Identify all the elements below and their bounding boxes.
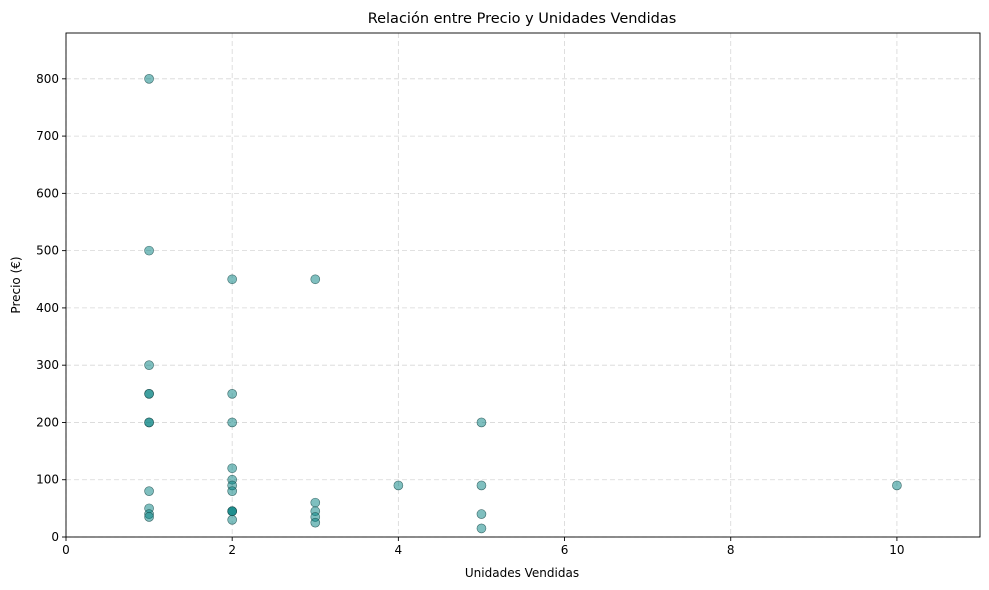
y-tick-label: 100 xyxy=(36,473,59,487)
data-point xyxy=(476,417,487,428)
y-tick-label: 600 xyxy=(36,186,59,200)
data-point xyxy=(144,360,154,370)
y-tick-label: 0 xyxy=(51,530,59,544)
y-tick-label: 300 xyxy=(36,358,59,372)
data-point xyxy=(393,480,404,491)
data-point xyxy=(310,517,321,528)
data-point xyxy=(144,245,154,256)
y-tick-label: 800 xyxy=(36,72,59,86)
x-tick-label: 10 xyxy=(889,543,904,557)
x-axis-ticks: 0 2 4 6 8 10 xyxy=(62,537,905,557)
data-point xyxy=(227,506,237,517)
x-tick-label: 0 xyxy=(62,543,70,557)
x-axis-label: Unidades Vendidas xyxy=(465,566,579,580)
data-point xyxy=(144,74,154,84)
data-points xyxy=(144,74,902,534)
x-tick-label: 6 xyxy=(561,543,569,557)
plot-frame xyxy=(65,32,981,538)
data-point xyxy=(476,509,487,519)
data-point xyxy=(227,515,237,525)
data-point xyxy=(227,486,237,496)
y-axis-label: Precio (€) xyxy=(9,256,23,313)
data-point xyxy=(476,480,487,491)
data-point xyxy=(144,417,154,428)
data-point xyxy=(310,274,321,285)
data-point xyxy=(227,463,237,474)
x-tick-label: 8 xyxy=(727,543,735,557)
y-tick-label: 200 xyxy=(36,415,59,429)
y-axis-ticks: 0 100 200 300 400 500 600 700 800 xyxy=(36,72,66,544)
data-point xyxy=(144,512,154,522)
data-point xyxy=(476,523,487,534)
y-grid-lines xyxy=(66,78,980,538)
data-point xyxy=(144,389,154,399)
chart-title: Relación entre Precio y Unidades Vendida… xyxy=(368,11,677,27)
data-point xyxy=(227,417,237,428)
y-tick-label: 700 xyxy=(36,129,59,143)
y-tick-label: 500 xyxy=(36,244,59,258)
x-tick-label: 2 xyxy=(228,543,236,557)
x-tick-label: 4 xyxy=(395,543,403,557)
y-tick-label: 400 xyxy=(36,301,59,315)
data-point xyxy=(892,480,902,491)
data-point xyxy=(144,486,154,496)
data-point xyxy=(227,389,237,399)
data-point xyxy=(310,497,321,508)
data-point xyxy=(227,274,237,285)
